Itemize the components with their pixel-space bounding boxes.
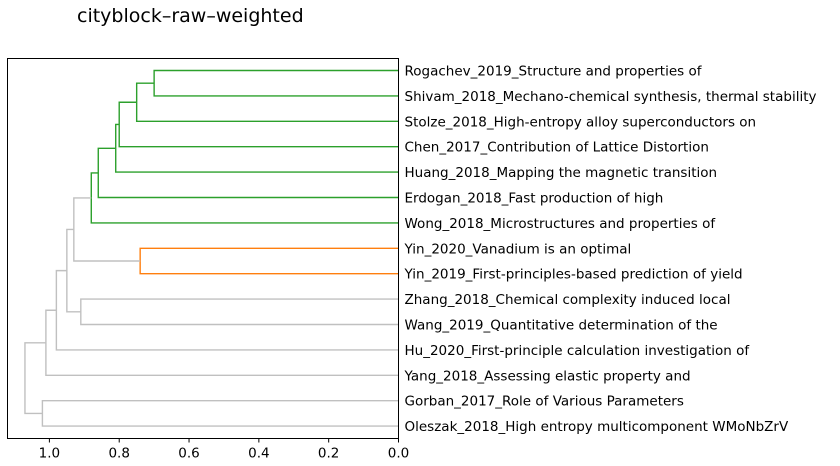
- dendrogram-link: [80, 298, 399, 326]
- dendrogram-link: [24, 342, 46, 415]
- dendrogram-link: [41, 400, 399, 427]
- dendrogram-link: [153, 69, 399, 97]
- dendrogram-link: [45, 309, 399, 376]
- leaf-label: Yin_2019_First-principles-based predicti…: [404, 267, 743, 283]
- dendrogram-links: [24, 69, 399, 427]
- x-tick-label: 0.8: [108, 446, 129, 462]
- x-tick-label: 0.4: [248, 446, 269, 462]
- x-tick-label: 1.0: [39, 446, 60, 462]
- leaf-label: Erdogan_2018_Fast production of high: [405, 191, 664, 207]
- chart-title: cityblock–raw–weighted: [77, 5, 304, 27]
- x-tick-label: 0.0: [388, 446, 409, 462]
- leaf-label: Hu_2020_First-principle calculation inve…: [405, 343, 751, 359]
- dendrogram-link: [73, 197, 141, 262]
- x-tick-label: 0.6: [178, 446, 199, 462]
- leaf-label: Shivam_2018_Mechano-chemical synthesis, …: [405, 89, 817, 105]
- dendrogram-link: [118, 101, 399, 148]
- leaf-label: Oleszak_2018_High entropy multicomponent…: [405, 419, 789, 435]
- leaf-labels: Rogachev_2019_Structure and properties o…: [404, 64, 817, 436]
- leaf-label: Rogachev_2019_Structure and properties o…: [405, 64, 703, 80]
- plot-frame: [7, 58, 399, 439]
- dendrogram-link: [139, 247, 399, 275]
- dendrogram-link: [97, 147, 399, 199]
- leaf-label: Stolze_2018_High-entropy alloy supercond…: [405, 114, 757, 130]
- leaf-label: Yang_2018_Assessing elastic property and: [404, 368, 691, 384]
- dendrogram-link: [55, 269, 399, 351]
- leaf-label: Gorban_2017_Role of Various Parameters: [405, 394, 684, 410]
- dendrogram-link: [135, 82, 399, 122]
- leaf-label: Chen_2017_Contribution of Lattice Distor…: [405, 140, 709, 156]
- leaf-label: Wong_2018_Microstructures and properties…: [405, 216, 717, 232]
- x-tick-label: 0.2: [318, 446, 339, 462]
- leaf-label: Huang_2018_Mapping the magnetic transiti…: [405, 165, 718, 181]
- leaf-label: Yin_2020_Vanadium is an optimal: [404, 241, 632, 257]
- leaf-label: Zhang_2018_Chemical complexity induced l…: [405, 292, 731, 308]
- leaf-label: Wang_2019_Quantitative determination of …: [405, 318, 718, 334]
- dendrogram-link: [115, 123, 399, 173]
- x-axis: 1.0 0.8 0.6 0.4 0.2 0.0: [39, 438, 409, 462]
